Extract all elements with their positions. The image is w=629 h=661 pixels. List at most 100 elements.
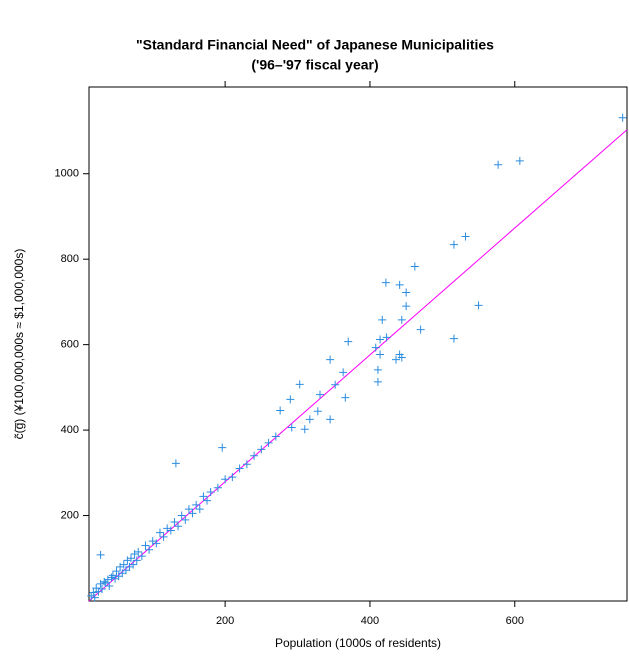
point (174, 522, 183, 531)
point (148, 537, 157, 546)
y-tick-label: 400 (61, 424, 79, 436)
point (132, 556, 141, 565)
point (474, 301, 483, 310)
point (371, 343, 380, 352)
y-tick-label: 200 (61, 509, 79, 521)
point (100, 577, 109, 586)
point (416, 325, 425, 334)
point (192, 500, 201, 509)
point (461, 232, 470, 241)
point (397, 315, 406, 324)
point (137, 552, 146, 561)
chart-title: "Standard Financial Need" of Japanese Mu… (136, 37, 494, 53)
point (339, 368, 348, 377)
point (188, 509, 197, 518)
point (494, 160, 503, 169)
point (112, 567, 121, 576)
point (90, 593, 99, 602)
point (378, 315, 387, 324)
point (105, 582, 114, 591)
point (305, 415, 314, 424)
point (141, 541, 150, 550)
point (206, 488, 215, 497)
point (376, 350, 385, 359)
point (134, 547, 143, 556)
point (313, 407, 322, 416)
point (145, 545, 154, 554)
point (341, 393, 350, 402)
point (326, 355, 335, 364)
point (326, 415, 335, 424)
point (382, 333, 391, 342)
point (155, 528, 164, 537)
point (373, 365, 382, 374)
y-tick-label: 800 (61, 253, 79, 265)
point (235, 464, 244, 473)
point (195, 505, 204, 514)
point (373, 377, 382, 386)
point (166, 526, 175, 535)
y-axis-label: c̃(g̅) (¥100,000,000s ≈ $1,000,000s) (12, 249, 26, 440)
x-tick-label: 600 (506, 615, 524, 627)
point (286, 395, 295, 404)
point (395, 280, 404, 289)
y-tick-label: 600 (61, 339, 79, 351)
point (449, 240, 458, 249)
point (315, 390, 324, 399)
point (89, 588, 98, 597)
point (130, 550, 139, 559)
point (295, 380, 304, 389)
point (287, 423, 296, 432)
point (159, 532, 168, 541)
point (213, 483, 222, 492)
point (203, 496, 212, 505)
point (181, 515, 190, 524)
x-tick-label: 200 (216, 615, 234, 627)
point (344, 337, 353, 346)
point (300, 425, 309, 434)
plot-frame (88, 86, 628, 602)
point (264, 438, 273, 447)
point (123, 556, 132, 565)
fit-line (88, 129, 628, 602)
x-tick-label: 400 (361, 615, 379, 627)
point (125, 562, 134, 571)
point (397, 353, 406, 362)
point (218, 443, 227, 452)
point (116, 562, 125, 571)
y-tick-label: 1000 (55, 168, 79, 180)
point (257, 445, 266, 454)
point (96, 579, 105, 588)
point (276, 406, 285, 415)
point (618, 113, 627, 122)
point (449, 334, 458, 343)
point (152, 539, 161, 548)
point (381, 278, 390, 287)
point (242, 460, 251, 469)
x-axis-label: Population (1000s of residents) (275, 636, 441, 650)
point (515, 156, 524, 165)
point (331, 380, 340, 389)
point (410, 262, 419, 271)
point (402, 288, 411, 297)
point (177, 511, 186, 520)
point (126, 554, 135, 563)
point (103, 575, 112, 584)
point (221, 475, 230, 484)
point (170, 517, 179, 526)
point (271, 432, 280, 441)
point (107, 573, 116, 582)
point (184, 505, 193, 514)
point (376, 335, 385, 344)
point (87, 591, 96, 600)
point (119, 560, 128, 569)
point (250, 451, 259, 460)
point (121, 566, 130, 575)
point (228, 473, 237, 482)
point (129, 560, 138, 569)
point (392, 355, 401, 364)
point (96, 550, 105, 559)
chart-subtitle: ('96–'97 fiscal year) (251, 57, 378, 73)
point (402, 302, 411, 311)
